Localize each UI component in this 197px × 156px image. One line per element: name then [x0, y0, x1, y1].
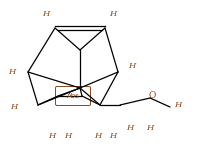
Text: H: H	[42, 10, 50, 18]
Text: H: H	[174, 101, 182, 109]
Text: H: H	[146, 124, 154, 132]
Text: H: H	[10, 103, 18, 111]
Text: O: O	[148, 92, 156, 100]
Text: H: H	[8, 68, 16, 76]
Text: Abs: Abs	[67, 93, 79, 99]
Text: H: H	[109, 10, 117, 18]
Text: H: H	[48, 132, 56, 140]
Text: H: H	[94, 132, 102, 140]
Text: H: H	[64, 132, 72, 140]
Text: H: H	[109, 132, 117, 140]
Text: H: H	[126, 124, 134, 132]
Text: H: H	[128, 62, 136, 70]
